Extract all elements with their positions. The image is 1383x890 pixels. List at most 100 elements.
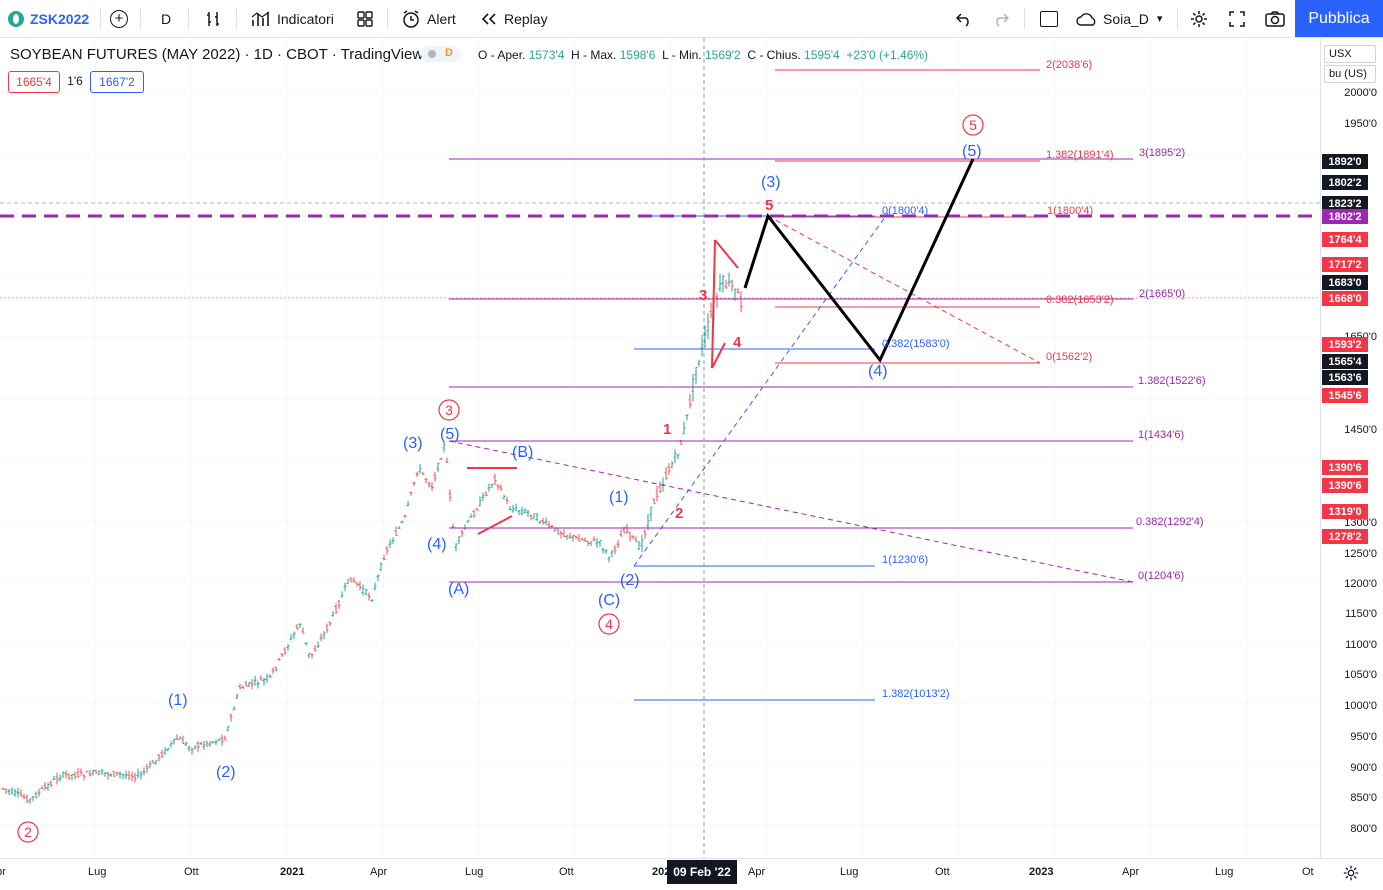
wedge-line[interactable] [711, 342, 726, 369]
elliott-wave-label: (4) [427, 536, 447, 553]
sub-wave-label: 2 [675, 505, 683, 522]
undo-button[interactable] [955, 0, 973, 37]
price-bar [85, 770, 89, 773]
price-bar [295, 624, 299, 630]
price-bar [694, 367, 698, 385]
replay-button[interactable]: Replay [480, 0, 548, 37]
price-bar [46, 782, 50, 791]
divider [1024, 8, 1025, 29]
price-bar [589, 541, 593, 547]
open-value: 1573'4 [528, 48, 565, 62]
price-bar [67, 773, 71, 780]
camera-icon [1265, 10, 1285, 27]
fullscreen-layout-button[interactable] [1040, 0, 1058, 37]
unit-select[interactable]: bu (US) [1324, 65, 1376, 83]
price-bar [94, 769, 98, 774]
price-tick-label: 950'0 [1350, 731, 1377, 743]
compare-symbol-button[interactable]: + [110, 0, 128, 37]
open-label: O - Aper. [478, 48, 526, 62]
price-bar [97, 770, 101, 776]
price-bar [169, 741, 173, 748]
price-bar [220, 734, 224, 746]
price-bar [607, 556, 611, 563]
symbol-label: ZSK2022 [30, 10, 90, 27]
price-tick-label: 1250'0 [1344, 548, 1377, 560]
price-bar [28, 798, 32, 804]
fib-level-label: 1.382(1013'2) [882, 688, 950, 700]
time-tick-label: Lug [1215, 866, 1234, 878]
indicators-button[interactable]: Indicatori [251, 0, 334, 37]
time-tick-label: Ott [559, 866, 574, 878]
elliott-wave-label: (2) [216, 764, 236, 781]
price-axis[interactable] [1320, 38, 1383, 858]
price-bar [307, 652, 311, 659]
elliott-wave-label: (5) [962, 143, 982, 160]
fullscreen-button[interactable] [1228, 0, 1246, 37]
price-bar [31, 796, 35, 802]
trend-line[interactable] [633, 212, 889, 567]
price-bar [154, 759, 158, 765]
expand-icon [1229, 10, 1245, 27]
spread-value: 1'6 [67, 74, 83, 88]
axis-settings-gear-icon[interactable] [1342, 864, 1360, 882]
settings-button[interactable] [1189, 0, 1209, 37]
price-tick-label: 1150'0 [1345, 608, 1377, 620]
price-bar [4, 788, 8, 794]
price-bar [394, 526, 398, 536]
projection-path[interactable] [743, 158, 975, 363]
sell-price-button[interactable]: 1665'4 [8, 71, 60, 93]
price-bar [163, 747, 167, 755]
wedge-line[interactable] [711, 239, 716, 369]
currency-select[interactable]: USX [1324, 45, 1376, 63]
templates-button[interactable] [356, 0, 374, 37]
chart-type-button[interactable] [205, 0, 223, 37]
price-bar [172, 738, 176, 745]
grid-layout-icon [357, 10, 373, 27]
price-bar [442, 441, 446, 453]
wedge-line[interactable] [714, 239, 739, 269]
elliott-wave-label: (4) [868, 363, 888, 380]
price-bar [439, 457, 443, 460]
price-bar [193, 745, 197, 750]
elliott-wave-label: (5) [440, 426, 460, 443]
price-bar [64, 770, 68, 779]
price-bar [283, 647, 287, 655]
fib-level-label: 2(1665'0) [1139, 288, 1185, 300]
annotation-layer: 2(2038'6) 1.382(1891'4) 3(1895'2) 0(1800'4)… [17, 59, 1206, 843]
price-bar [445, 457, 449, 463]
price-bar [490, 483, 494, 489]
publish-button[interactable]: Pubblica [1295, 0, 1383, 37]
price-bar [364, 589, 368, 596]
crosshair-date-badge: 09 Feb '22 [667, 860, 737, 884]
price-bar [250, 679, 254, 690]
price-bar [577, 534, 581, 542]
price-bar [724, 279, 728, 289]
symbol-search-button[interactable]: ZSK2022 [8, 0, 89, 37]
interval-button[interactable]: D [161, 0, 171, 37]
triangle-line[interactable] [477, 515, 513, 535]
time-tick-label: Ott [184, 866, 199, 878]
price-marker-label: 1802'2 [1322, 209, 1368, 224]
price-bar [235, 693, 239, 700]
price-bar [526, 509, 530, 517]
price-bar [628, 531, 632, 542]
price-bar [523, 508, 527, 514]
price-bar [106, 771, 110, 780]
price-bar [601, 547, 605, 554]
buy-price-button[interactable]: 1667'2 [90, 71, 144, 93]
time-tick-label: Apr [1122, 866, 1140, 878]
price-tick-label: 1950'0 [1344, 118, 1377, 130]
market-status-pill[interactable]: D [421, 46, 461, 62]
price-chart[interactable]: 2(2038'6) 1.382(1891'4) 3(1895'2) 0(1800'4)… [0, 38, 1320, 858]
snapshot-button[interactable] [1264, 0, 1286, 37]
alert-button[interactable]: Alert [401, 0, 456, 37]
high-label: H - Max. [571, 48, 617, 62]
gear-icon [1191, 10, 1207, 27]
square-icon [1040, 10, 1058, 27]
trend-line[interactable] [767, 215, 1041, 364]
price-bar [592, 536, 596, 541]
redo-button[interactable] [992, 0, 1010, 37]
price-bar [325, 623, 329, 633]
layout-menu-button[interactable]: Soia_D ▾ [1075, 0, 1162, 37]
interval-label: D [161, 10, 172, 27]
